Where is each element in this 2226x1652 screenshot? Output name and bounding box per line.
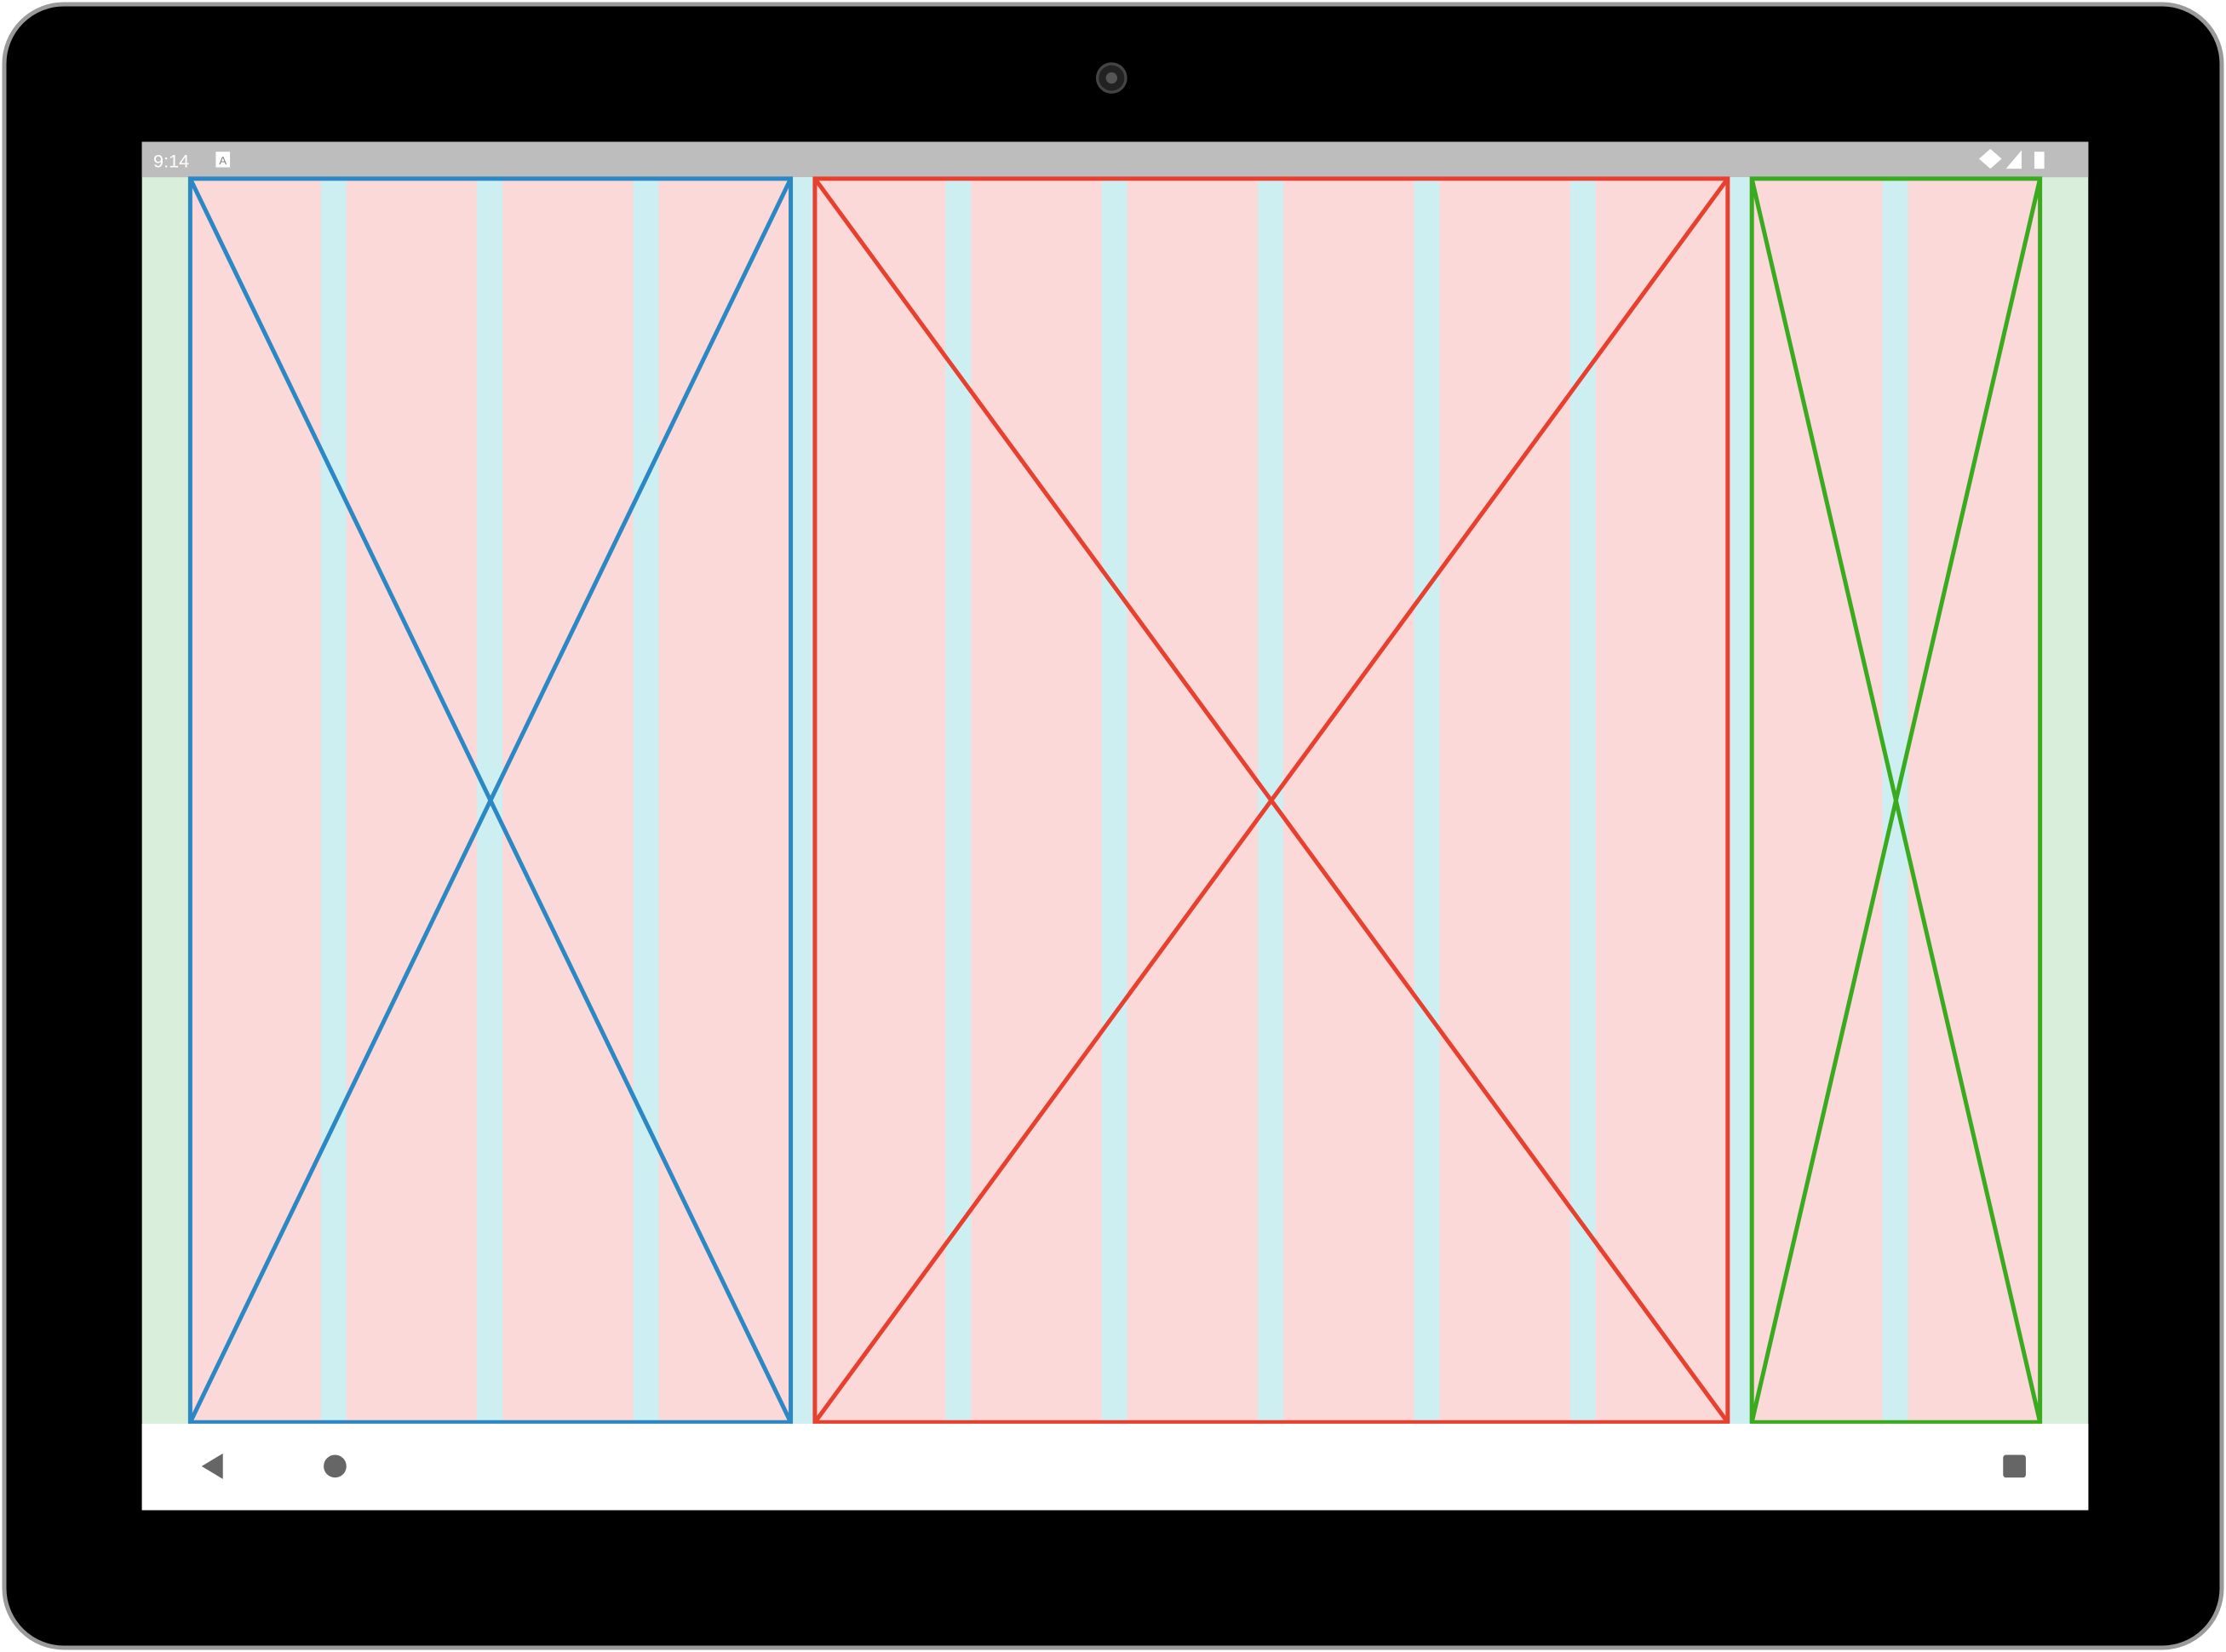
notification-icon-box [215,152,231,168]
gutter [790,177,815,1424]
diagonal [188,177,793,1424]
panel-border [187,176,794,1425]
back-button[interactable] [201,1453,223,1479]
panel-right [1749,176,2043,1425]
diagonal [812,177,1730,1424]
wifi-icon [1978,148,2002,169]
recents-button[interactable] [2003,1454,2026,1478]
diagonal [1749,178,2043,1423]
notification-icon: A [219,154,227,167]
signal-icon [2005,150,2022,169]
status-time: 9:14 [153,151,189,172]
panel-border [812,176,1730,1425]
gutter [1414,177,1440,1424]
panel-border [1749,176,2043,1425]
gutter [633,177,659,1424]
grid-columns [320,177,1908,1424]
panel-center [812,176,1730,1425]
panel-left [187,176,794,1425]
gutter [320,177,347,1424]
camera-lens [1105,72,1118,84]
battery-icon [2034,152,2045,169]
navigation-bar [141,1423,2089,1511]
gutter [1101,177,1127,1424]
status-bar [141,141,2089,178]
gutter [1727,177,1753,1424]
home-button[interactable] [324,1454,347,1478]
